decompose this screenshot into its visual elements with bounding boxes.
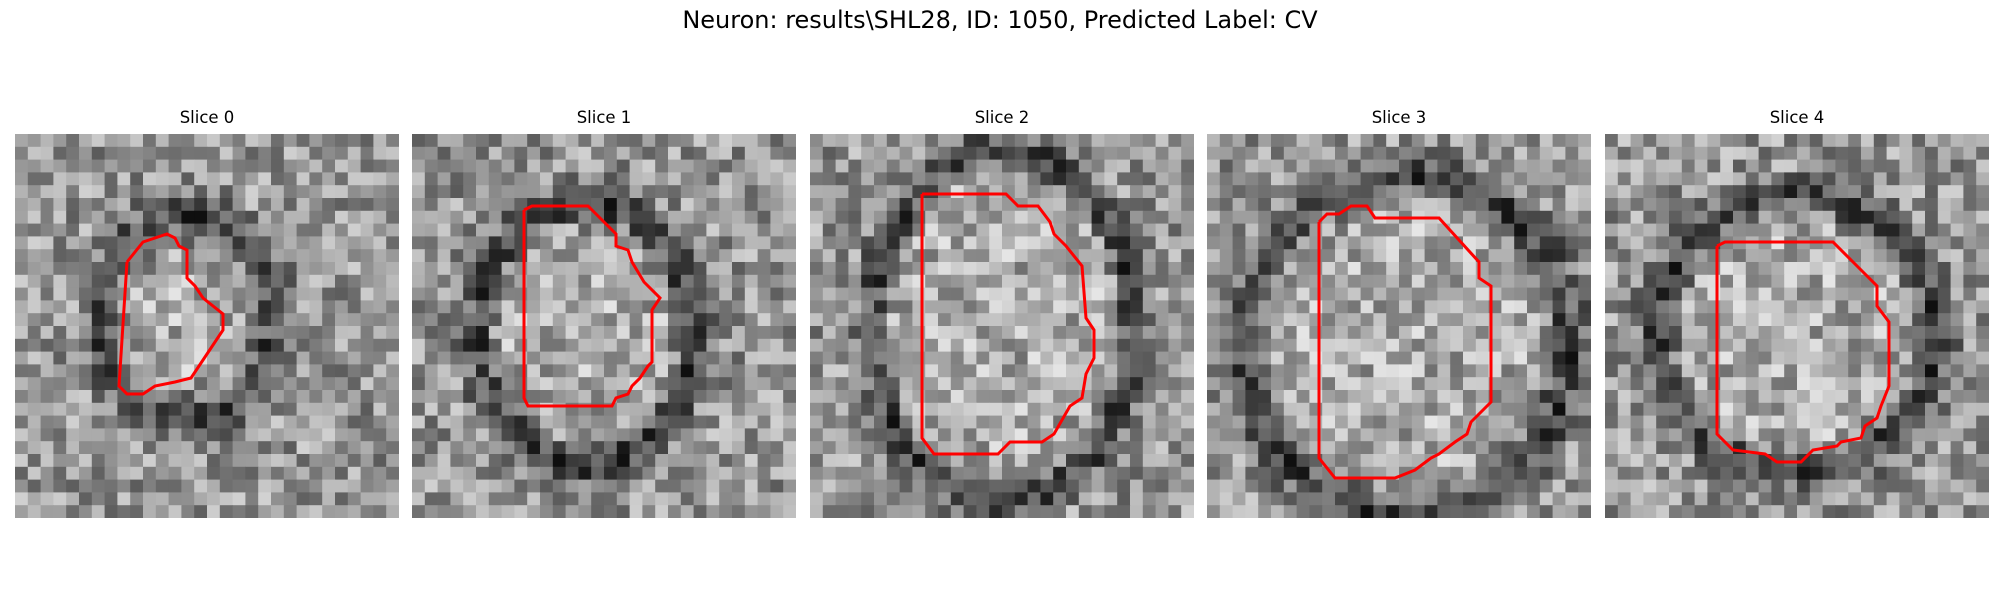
slice-panel-3: Slice 3 (1207, 108, 1591, 518)
segmentation-contour (1317, 204, 1493, 480)
slice-panel-2: Slice 2 (810, 108, 1194, 518)
segmentation-contour (117, 232, 225, 396)
slice-panel-0: Slice 0 (15, 108, 399, 518)
slice-image-1 (412, 134, 796, 518)
figure-title: Neuron: results\SHL28, ID: 1050, Predict… (682, 6, 1318, 34)
slice-panel-1: Slice 1 (412, 108, 796, 518)
slice-title: Slice 0 (179, 108, 235, 127)
slice-image-3 (1207, 134, 1591, 518)
segmentation-contour (522, 204, 662, 408)
slice-panel-4: Slice 4 (1605, 108, 1989, 518)
slice-title: Slice 2 (974, 108, 1030, 127)
slice-title: Slice 3 (1371, 108, 1427, 127)
slice-image-0 (15, 134, 399, 518)
slice-title: Slice 4 (1769, 108, 1825, 127)
slice-image-4 (1605, 134, 1989, 518)
segmentation-contour (920, 192, 1096, 456)
slice-image-2 (810, 134, 1194, 518)
slice-title: Slice 1 (576, 108, 632, 127)
segmentation-contour (1715, 240, 1891, 464)
